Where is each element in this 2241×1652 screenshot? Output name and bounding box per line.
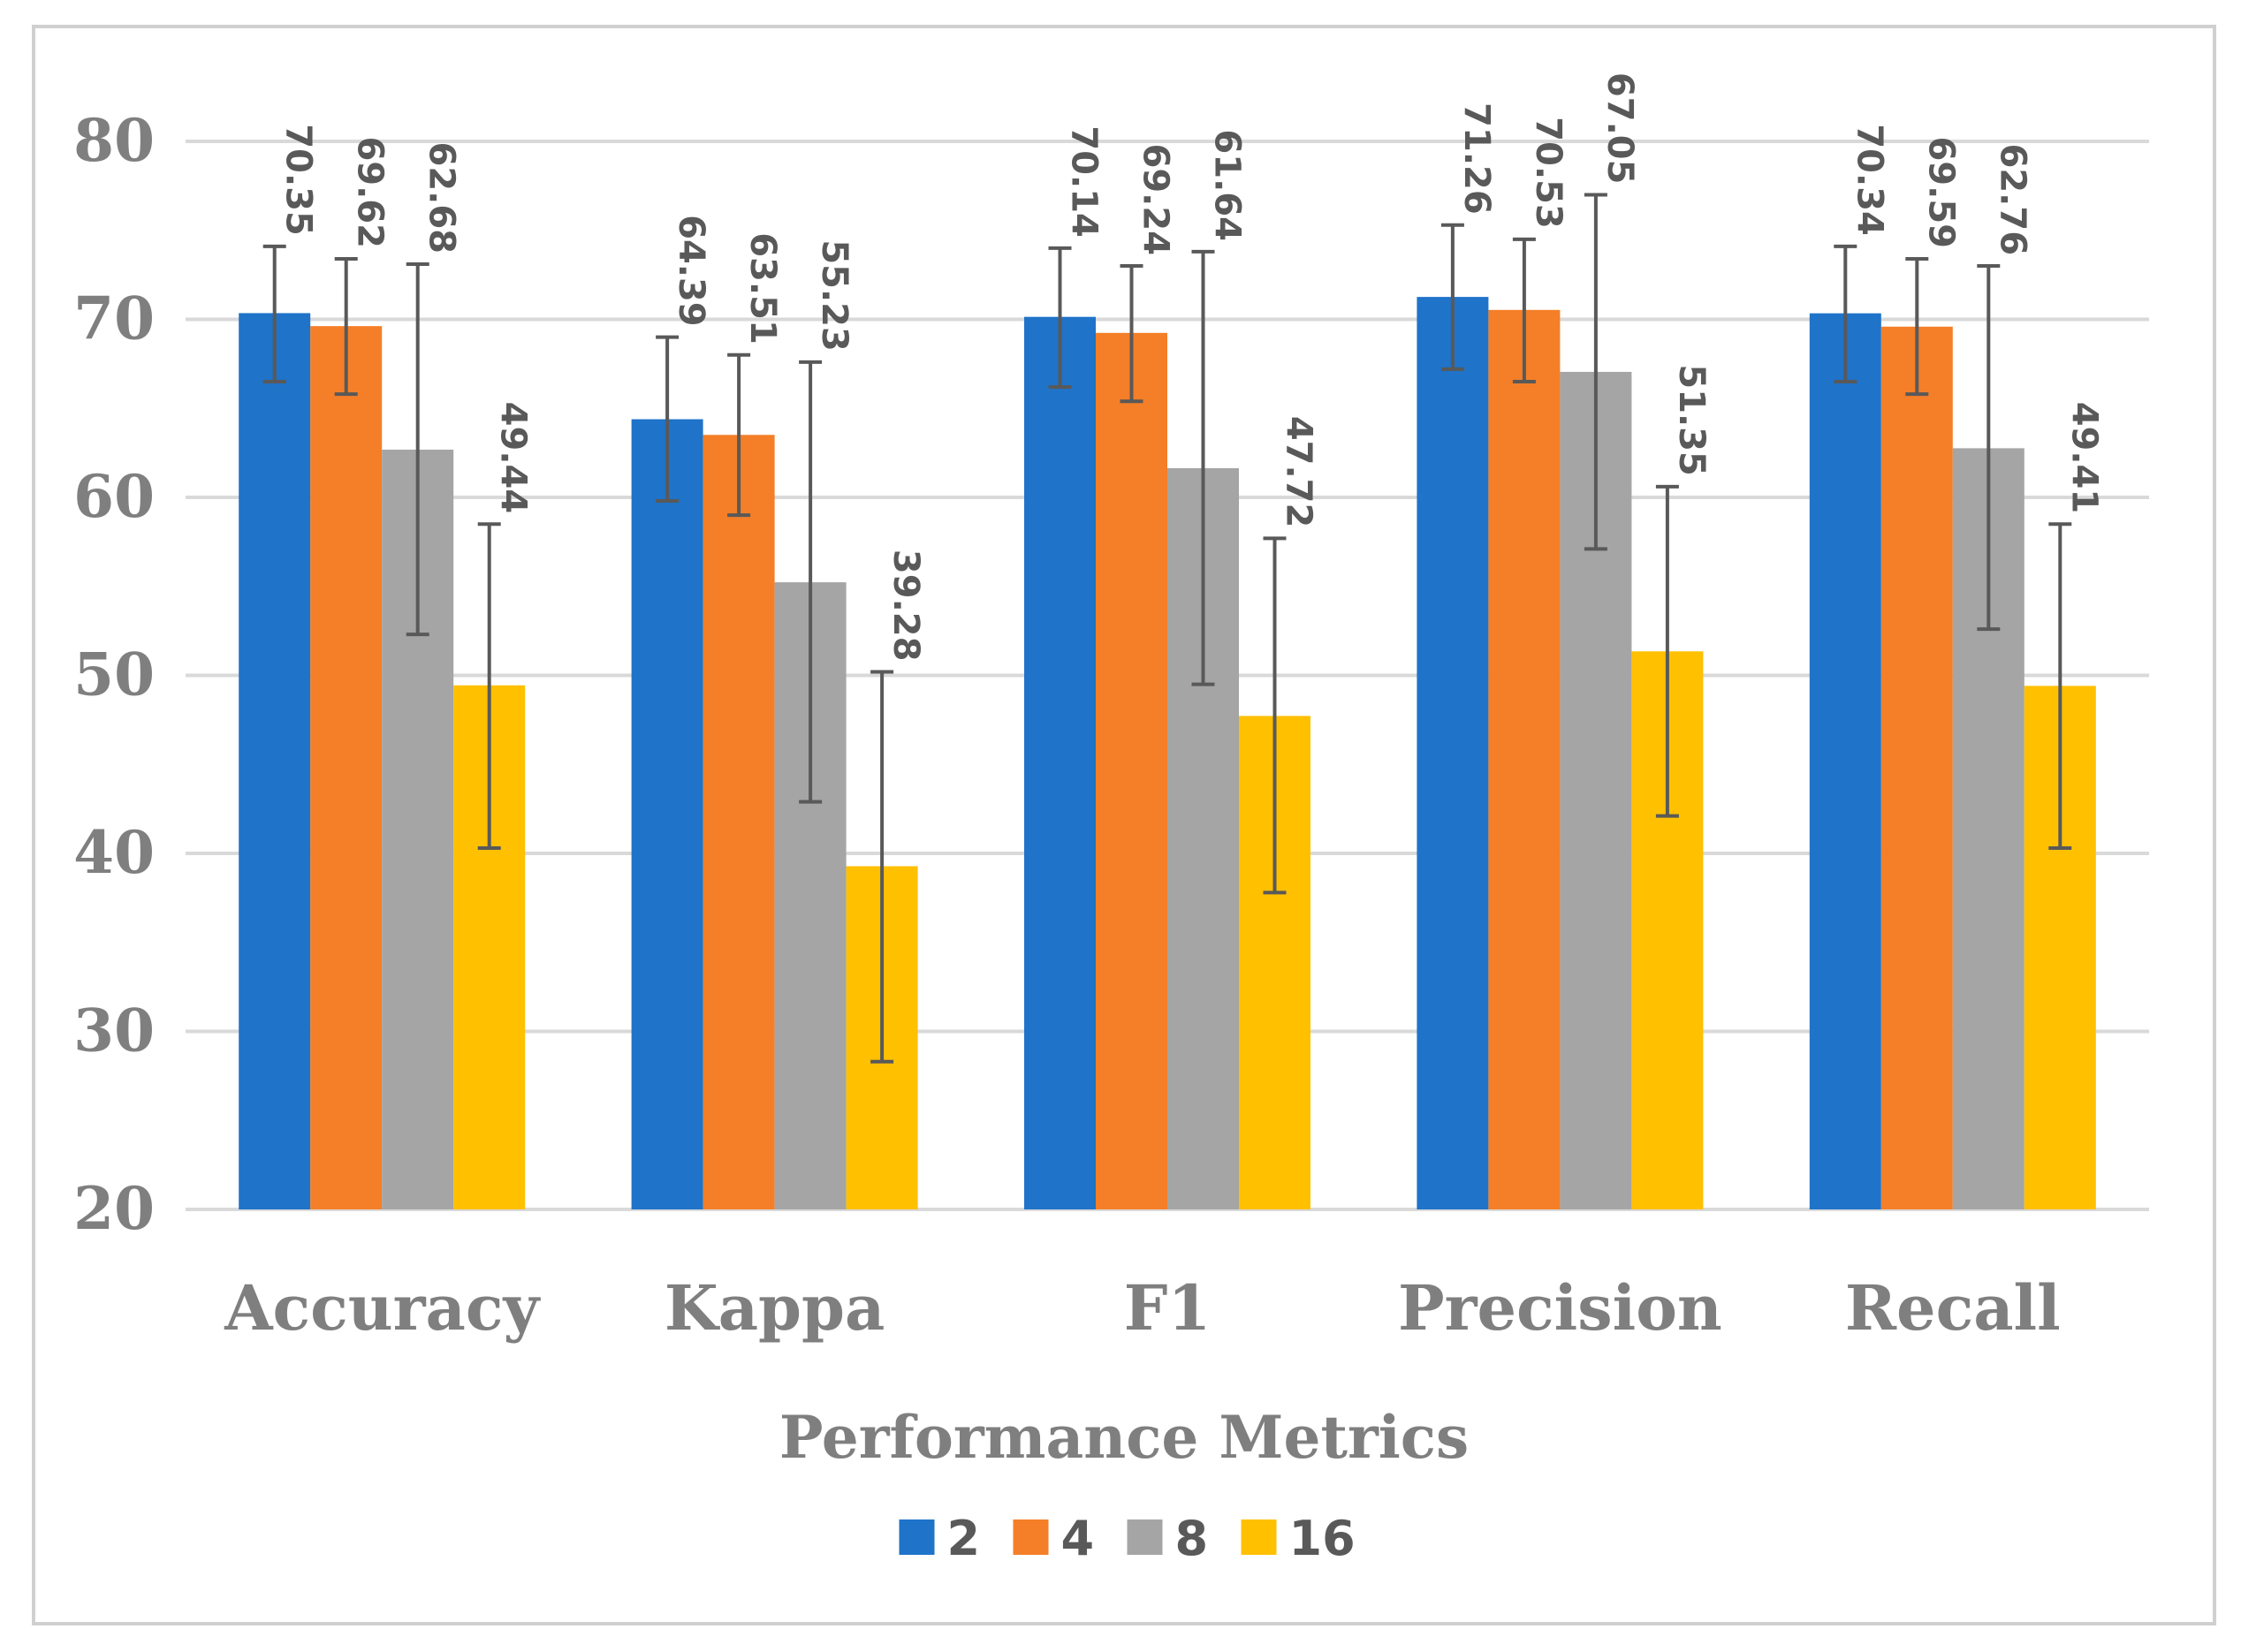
legend-item-16: 16 [1241,1511,1356,1566]
bar-accuracy-4 [310,326,383,1210]
x-axis-title: Performance Metrics [779,1403,1469,1472]
x-category-label: Recall [1845,1271,2061,1345]
legend-item-2: 2 [899,1511,981,1566]
x-category-label: Accuracy [224,1271,541,1345]
bar-f1-2 [1024,316,1096,1210]
error-bar [1191,249,1215,686]
y-tick-label: 20 [73,1174,155,1243]
error-bar [1977,264,2001,632]
data-label: 63.51 [742,232,783,345]
error-bar [1584,193,1607,551]
bar-precision-2 [1417,297,1489,1210]
data-label: 64.39 [671,215,711,327]
error-bar [799,360,823,804]
bar-kappa-2 [631,419,703,1209]
y-tick-label: 40 [73,818,155,887]
data-label: 47.72 [1279,416,1319,528]
data-label: 51.35 [1671,364,1712,476]
error-bar [334,256,358,397]
x-category-label: Precision [1398,1271,1722,1345]
y-tick-label: 80 [73,106,155,175]
y-axis-ticks: 20 30 40 50 60 70 80 [73,106,155,1243]
legend-swatch [1013,1519,1049,1555]
error-bars [262,193,2072,1064]
legend-item-4: 4 [1013,1511,1095,1566]
data-label: 71.26 [1456,102,1497,215]
error-bar [1048,246,1072,390]
legend-label: 16 [1289,1511,1356,1566]
bars [239,297,2096,1210]
error-bar [1905,256,1929,397]
error-bar [477,522,501,850]
legend-swatch [1127,1519,1163,1555]
y-tick-label: 60 [73,462,155,531]
error-bar [1120,264,1143,404]
error-bar [1834,244,1857,384]
data-label: 70.35 [278,124,319,236]
bar-accuracy-2 [239,313,311,1209]
error-bar [1512,237,1536,384]
data-label: 61.64 [1207,129,1248,241]
error-bar [406,262,429,637]
data-label: 49.41 [2063,402,2104,514]
error-bar [656,335,680,504]
x-category-label: Kappa [665,1271,885,1345]
legend-swatch [1241,1519,1277,1555]
x-category-label: F1 [1124,1271,1211,1345]
legend: 2 4 8 16 [899,1511,1356,1566]
data-label: 70.53 [1528,117,1569,229]
legend-label: 8 [1175,1511,1209,1566]
error-bar [1655,484,1679,818]
y-tick-label: 30 [73,997,155,1065]
data-label: 70.34 [1849,124,1889,236]
error-bar [2048,522,2072,850]
data-label: 67.05 [1599,72,1640,185]
error-bar [870,670,894,1064]
data-label: 69.24 [1136,144,1176,256]
bar-kappa-4 [703,435,775,1209]
error-bar [1440,223,1464,371]
data-label: 69.62 [350,136,391,248]
data-label: 69.59 [1920,136,1961,248]
x-axis-categories: Accuracy Kappa F1 Precision Recall [224,1271,2061,1345]
data-label: 55.23 [814,239,855,352]
error-bar [727,352,751,518]
legend-item-8: 8 [1127,1511,1209,1566]
data-label: 39.28 [885,549,926,662]
data-label: 62.76 [1992,144,2032,256]
error-bar [262,244,286,384]
bar-recall-4 [1880,326,1953,1210]
y-tick-label: 70 [73,284,155,353]
data-label: 49.44 [493,402,534,514]
error-bar [1263,536,1287,895]
legend-swatch [899,1519,935,1555]
data-labels: 70.35 69.62 62.68 49.44 64.39 63.51 55.23 39.28… [278,72,2105,662]
bar-recall-2 [1809,313,1881,1209]
y-tick-label: 50 [73,640,155,709]
data-label: 70.14 [1064,125,1105,238]
bar-f1-4 [1096,332,1167,1210]
bar-precision-4 [1488,309,1561,1209]
legend-label: 2 [947,1511,981,1566]
legend-label: 4 [1061,1511,1095,1566]
data-label: 62.68 [422,142,462,254]
